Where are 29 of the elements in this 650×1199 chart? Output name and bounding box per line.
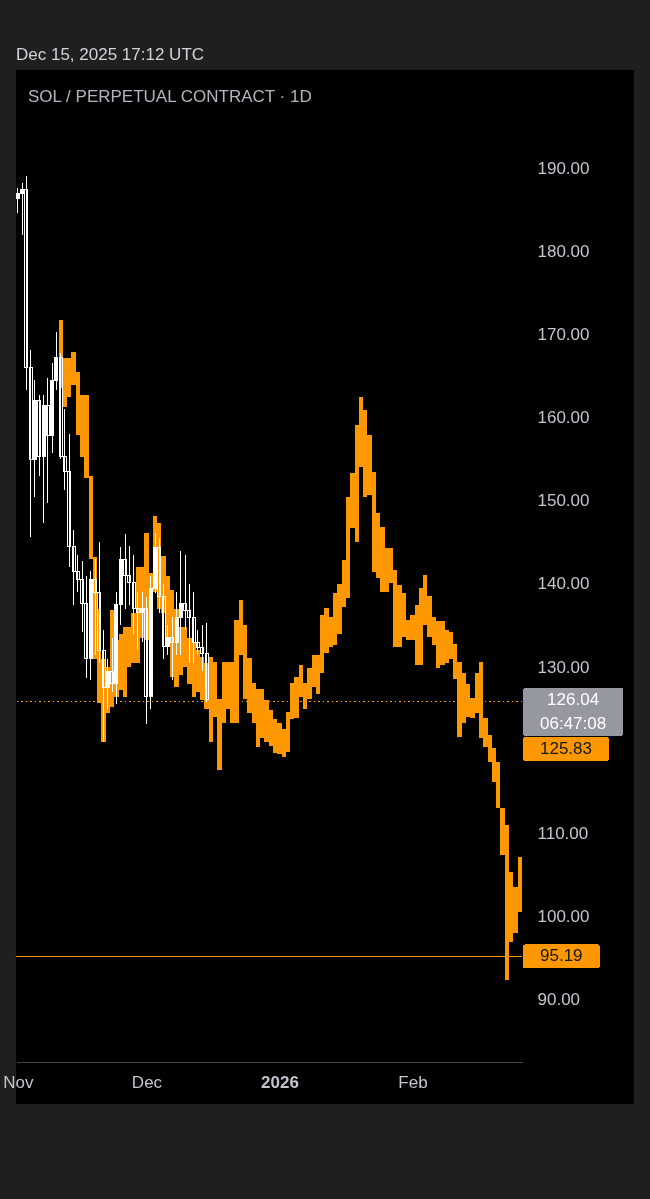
y-tick-label: 150.00 <box>537 491 590 511</box>
bar <box>122 627 128 697</box>
bar <box>208 657 213 742</box>
x-tick-label: 2026 <box>261 1072 299 1092</box>
x-tick-label: Nov <box>3 1072 34 1092</box>
ref-line-label: 95.19 <box>540 946 583 966</box>
x-tick-label: Dec <box>131 1072 163 1092</box>
y-tick-label: 130.00 <box>537 657 590 677</box>
y-tick-label: 110.00 <box>537 823 589 843</box>
text: 06:47:08 <box>539 713 607 733</box>
y-tick-label: 90.00 <box>537 990 581 1010</box>
bar <box>440 621 445 666</box>
y-tick-label: 170.00 <box>537 324 590 344</box>
bar <box>436 621 441 668</box>
y-tick-label: 100.00 <box>537 906 590 926</box>
y-tick-label: 190.00 <box>537 158 590 178</box>
bar <box>277 722 282 755</box>
candlestick <box>45 377 50 504</box>
candlestick <box>37 394 42 477</box>
y-tick-label: 160.00 <box>537 408 590 428</box>
y-tick-label: 140.00 <box>537 574 590 594</box>
candlestick <box>123 533 128 610</box>
y-tick-label: 180.00 <box>537 241 590 261</box>
chart-subtitle: Dec 15, 2025 17:12 UTC <box>16 44 205 66</box>
text: SOL / PERPETUAL CONTRACT · 1D <box>28 87 312 106</box>
ref-line-label: 125.83 <box>540 738 592 758</box>
text: 126.04 <box>547 689 600 709</box>
x-tick-label: Feb <box>398 1072 428 1092</box>
candlestick <box>93 558 97 656</box>
